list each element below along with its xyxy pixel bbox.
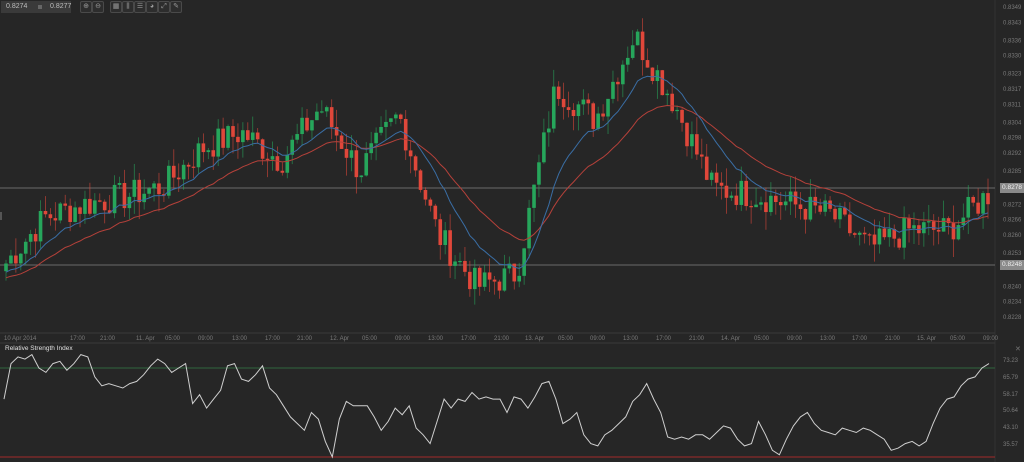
svg-text:21:00: 21:00 (885, 336, 901, 342)
svg-text:13. Apr: 13. Apr (525, 336, 544, 342)
svg-text:05:00: 05:00 (558, 336, 574, 342)
svg-text:09:00: 09:00 (787, 336, 803, 342)
svg-text:50.64: 50.64 (1003, 408, 1019, 414)
svg-text:09:00: 09:00 (983, 336, 999, 342)
svg-text:0.8349: 0.8349 (1003, 5, 1022, 11)
svg-text:05:00: 05:00 (165, 336, 181, 342)
svg-text:09:00: 09:00 (590, 336, 606, 342)
close-rsi-icon[interactable]: ✕ (1015, 346, 1021, 353)
current-price-tag: 0.8278 (1000, 183, 1024, 193)
svg-text:11. Apr: 11. Apr (136, 336, 155, 342)
svg-text:05:00: 05:00 (362, 336, 378, 342)
svg-text:17:00: 17:00 (852, 336, 868, 342)
svg-text:0.8266: 0.8266 (1003, 218, 1022, 224)
svg-text:0.8343: 0.8343 (1003, 20, 1022, 26)
svg-text:05:00: 05:00 (754, 336, 770, 342)
ma-fast-line (5, 75, 989, 273)
svg-text:43.10: 43.10 (1003, 425, 1019, 431)
svg-text:21:00: 21:00 (689, 336, 705, 342)
svg-text:35.57: 35.57 (1003, 442, 1019, 448)
zoom-out-icon[interactable]: ⊖ (92, 1, 104, 13)
draw-icon[interactable]: ✎ (170, 1, 182, 13)
rsi-axis: 73.23 65.79 58.17 50.64 43.10 35.57 (1003, 358, 1019, 448)
svg-text:12. Apr: 12. Apr (330, 336, 349, 342)
bid-ask-quote[interactable]: 0.8274 0.8277 (1, 1, 71, 13)
svg-text:0.8234: 0.8234 (1003, 300, 1022, 306)
svg-text:0.8336: 0.8336 (1003, 38, 1022, 44)
time-axis: 10 Apr 2014 17:00 21:00 11. Apr 05:00 09:00 13… (4, 336, 999, 342)
svg-text:10 Apr 2014: 10 Apr 2014 (4, 336, 37, 342)
svg-text:05:00: 05:00 (950, 336, 966, 342)
objects-icon[interactable]: ◕ (146, 1, 158, 13)
svg-text:0.8285: 0.8285 (1003, 169, 1022, 175)
zoom-in-icon[interactable]: ⊕ (80, 1, 92, 13)
svg-text:21:00: 21:00 (494, 336, 510, 342)
svg-text:0.8253: 0.8253 (1003, 251, 1022, 257)
svg-text:21:00: 21:00 (100, 336, 116, 342)
svg-text:0.8272: 0.8272 (1003, 202, 1022, 208)
rsi-line (3, 353, 990, 459)
svg-text:17:00: 17:00 (461, 336, 477, 342)
svg-text:0.8317: 0.8317 (1003, 87, 1022, 93)
ma-slow-line (5, 104, 989, 279)
svg-text:14. Apr: 14. Apr (721, 336, 740, 342)
svg-text:73.23: 73.23 (1003, 358, 1019, 364)
bid-price: 0.8274 (6, 3, 28, 10)
ask-price: 0.8277 (50, 3, 72, 10)
price-axis: 0.8349 0.8343 0.8336 0.8330 0.8323 0.8317 0.83… (1003, 5, 1022, 321)
svg-text:0.8292: 0.8292 (1003, 151, 1022, 157)
svg-text:0.8228: 0.8228 (1003, 315, 1022, 321)
svg-text:09:00: 09:00 (395, 336, 411, 342)
svg-text:58.17: 58.17 (1003, 392, 1019, 398)
support-price-tag: 0.8248 (1000, 260, 1024, 270)
svg-text:65.79: 65.79 (1003, 375, 1019, 381)
timeframe-icon[interactable]: ▦ (110, 1, 122, 13)
svg-text:15. Apr: 15. Apr (917, 336, 936, 342)
svg-text:21:00: 21:00 (297, 336, 313, 342)
svg-text:0.8304: 0.8304 (1003, 120, 1022, 126)
svg-text:0.8298: 0.8298 (1003, 136, 1022, 142)
chart-type-icon[interactable]: ⫼ (122, 1, 134, 13)
svg-text:17:00: 17:00 (70, 336, 86, 342)
indicators-icon[interactable]: ☰ (134, 1, 146, 13)
svg-text:0.8240: 0.8240 (1003, 284, 1022, 290)
svg-text:09:00: 09:00 (198, 336, 214, 342)
svg-text:0.8330: 0.8330 (1003, 54, 1022, 60)
quote-separator (38, 5, 42, 9)
svg-text:0.8260: 0.8260 (1003, 233, 1022, 239)
svg-text:13:00: 13:00 (232, 336, 248, 342)
svg-text:0.8323: 0.8323 (1003, 72, 1022, 78)
tools-icon[interactable]: ⤢ (158, 1, 170, 13)
svg-text:13:00: 13:00 (623, 336, 639, 342)
svg-text:17:00: 17:00 (656, 336, 672, 342)
svg-text:13:00: 13:00 (428, 336, 444, 342)
svg-text:17:00: 17:00 (265, 336, 281, 342)
svg-text:13:00: 13:00 (820, 336, 836, 342)
svg-text:0.8311: 0.8311 (1003, 102, 1022, 108)
rsi-title: Relative Strength Index (5, 345, 73, 352)
